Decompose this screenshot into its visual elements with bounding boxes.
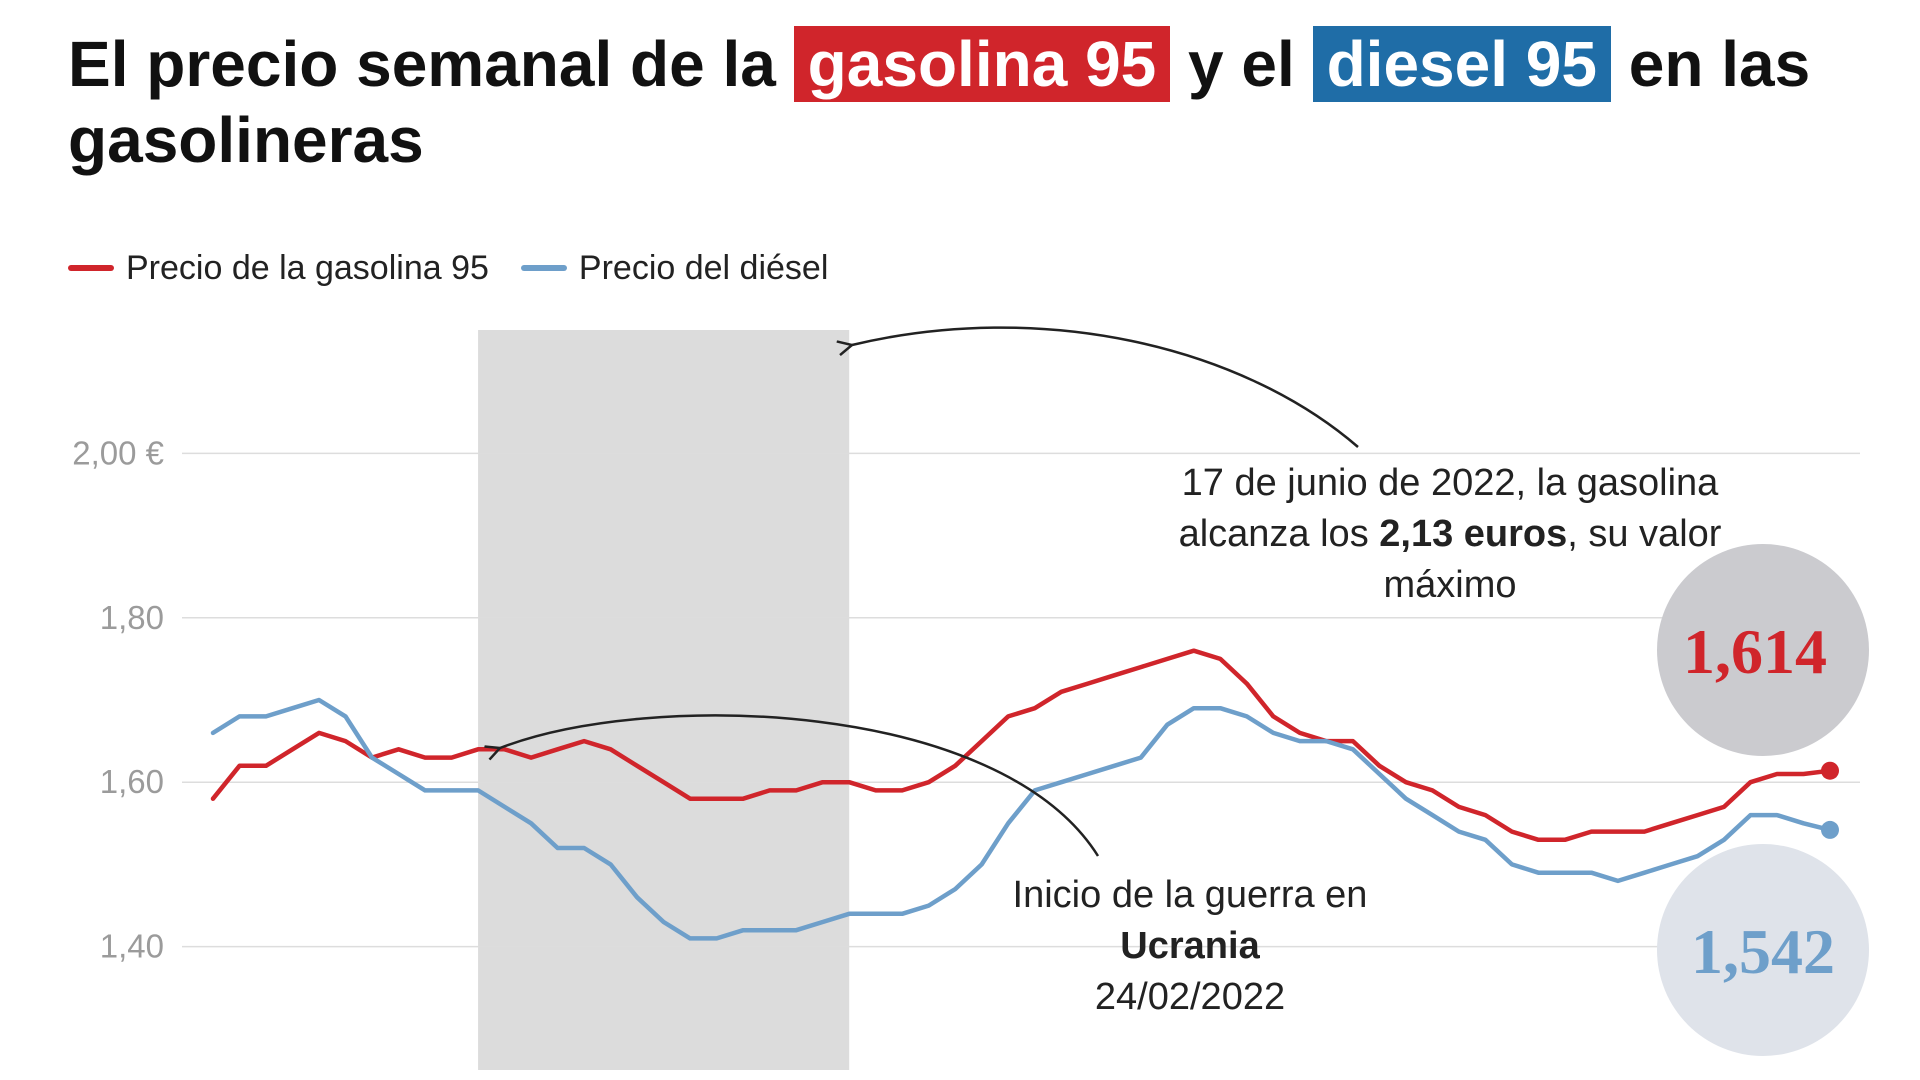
war-annotation-country: Ucrania xyxy=(1120,925,1260,967)
legend-label-gasolina: Precio de la gasolina 95 xyxy=(126,248,489,287)
peak-annotation-line-2-post: , su valor xyxy=(1567,513,1722,555)
peak-annotation-value: 2,13 euros xyxy=(1379,513,1568,555)
y-tick-label: 1,80 xyxy=(100,599,164,636)
title-highlight-gasolina: gasolina 95 xyxy=(793,26,1171,102)
shaded-period xyxy=(478,330,850,1070)
chart-legend: Precio de la gasolina 95 Precio del diés… xyxy=(68,248,860,288)
peak-annotation-arrow xyxy=(852,326,1359,448)
title-part-1: El precio semanal de la xyxy=(68,28,794,100)
y-tick-label: 1,40 xyxy=(100,928,164,965)
peak-annotation: 17 de junio de 2022, la gasolina alcanza… xyxy=(1150,458,1750,611)
legend-swatch-gasolina xyxy=(68,265,114,271)
peak-annotation-line-1: 17 de junio de 2022, la gasolina xyxy=(1181,462,1719,504)
title-part-3: en las gasolineras xyxy=(68,28,1811,176)
war-annotation-date: 24/02/2022 xyxy=(1094,976,1286,1018)
end-value-badge-gasolina xyxy=(1657,544,1869,756)
peak-annotation-line-3: máximo xyxy=(1383,564,1517,606)
end-value-badge-diesel xyxy=(1657,844,1869,1056)
end-value-label-diesel: 1,542 xyxy=(1691,916,1835,987)
chart-title: El precio semanal de la gasolina 95 y el… xyxy=(68,26,1868,178)
series-line-gasolina xyxy=(210,648,1833,843)
series-endpoint-diesel xyxy=(1821,820,1839,839)
war-annotation-arrow xyxy=(500,714,1100,857)
y-tick-label: 1,60 xyxy=(100,763,164,800)
legend-swatch-diesel xyxy=(520,265,567,271)
war-annotation: Inicio de la guerra en Ucrania 24/02/202… xyxy=(950,870,1430,1023)
y-tick-label: 2,00 € xyxy=(72,434,164,471)
end-value-label-gasolina: 1,614 xyxy=(1683,616,1827,687)
peak-annotation-line-2-pre: alcanza los xyxy=(1178,513,1380,555)
series-line-diesel xyxy=(210,697,1833,941)
legend-item-diesel: Precio del diésel xyxy=(520,248,829,288)
legend-label-diesel: Precio del diésel xyxy=(578,248,829,287)
series-endpoint-gasolina xyxy=(1821,761,1839,780)
war-annotation-line-1: Inicio de la guerra en xyxy=(1012,874,1368,916)
title-highlight-diesel: diesel 95 xyxy=(1312,26,1611,102)
legend-item-gasolina: Precio de la gasolina 95 xyxy=(68,249,489,288)
title-part-2: y el xyxy=(1170,28,1313,100)
